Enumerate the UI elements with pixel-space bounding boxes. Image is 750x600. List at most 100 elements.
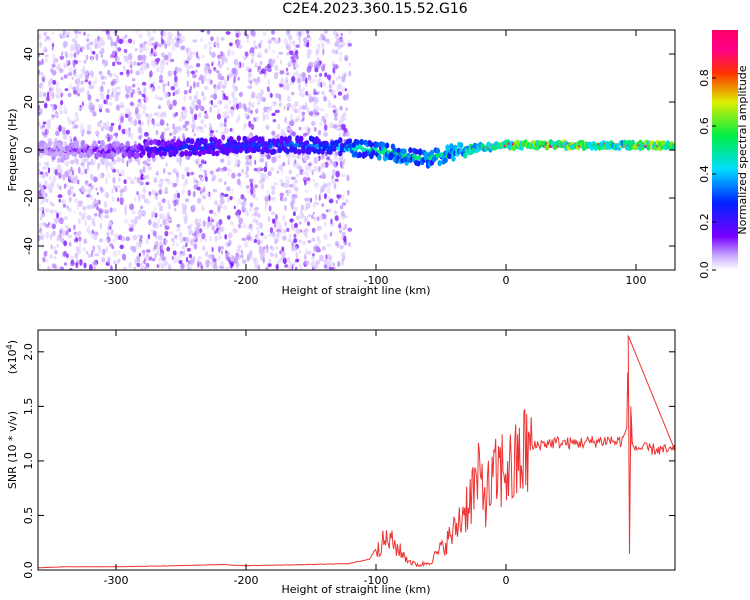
noise-speckle (222, 205, 228, 211)
noise-speckle (91, 185, 94, 189)
noise-speckle (237, 76, 240, 81)
spectrogram-y-tick-label: -20 (22, 189, 35, 207)
noise-speckle (234, 211, 239, 216)
noise-speckle (236, 178, 241, 186)
noise-speckle (198, 112, 202, 119)
noise-speckle (233, 58, 239, 66)
noise-speckle (145, 46, 149, 52)
noise-speckle (121, 157, 125, 164)
snr-x-tick-label: -300 (104, 574, 129, 587)
noise-speckle (70, 138, 73, 143)
noise-speckle (268, 233, 272, 237)
noise-speckle (211, 51, 216, 59)
ridge-point (209, 136, 214, 143)
noise-speckle (115, 187, 118, 193)
ridge-point (299, 135, 304, 142)
noise-speckle (309, 80, 314, 84)
noise-speckle (178, 232, 183, 239)
noise-speckle (185, 236, 190, 244)
noise-speckle (174, 234, 178, 239)
noise-speckle (208, 49, 212, 56)
noise-speckle (288, 261, 293, 269)
noise-speckle (344, 88, 347, 92)
noise-speckle (219, 122, 224, 128)
noise-speckle (228, 232, 233, 239)
noise-speckle (128, 157, 133, 164)
noise-speckle (194, 230, 197, 238)
noise-speckle (55, 92, 61, 99)
noise-speckle (155, 129, 159, 136)
noise-speckle (318, 121, 323, 126)
noise-speckle (323, 96, 327, 102)
noise-speckle (80, 162, 85, 166)
noise-speckle (59, 228, 63, 235)
noise-speckle (61, 173, 66, 181)
noise-speckle (254, 62, 257, 68)
noise-speckle (142, 160, 148, 165)
noise-speckle (104, 239, 109, 243)
noise-speckle (153, 112, 159, 116)
noise-speckle (316, 105, 319, 112)
noise-speckle (220, 260, 224, 268)
noise-speckle (271, 211, 276, 215)
noise-speckle (115, 104, 121, 111)
noise-speckle (50, 117, 55, 121)
noise-speckle (44, 162, 48, 166)
noise-speckle (144, 65, 148, 70)
noise-speckle (73, 180, 78, 184)
noise-speckle (105, 98, 109, 105)
noise-speckle (264, 175, 270, 179)
noise-speckle (279, 250, 282, 255)
noise-speckle (298, 105, 302, 111)
noise-speckle (214, 235, 218, 242)
noise-speckle (200, 265, 204, 270)
noise-speckle (335, 161, 339, 166)
noise-speckle (82, 65, 85, 73)
noise-speckle (57, 63, 61, 68)
noise-speckle (294, 155, 297, 161)
noise-speckle (348, 62, 352, 67)
noise-speckle (61, 232, 66, 237)
noise-speckle (247, 85, 253, 89)
noise-speckle (91, 174, 94, 181)
noise-speckle (219, 194, 224, 200)
ridge-point (78, 152, 84, 159)
noise-speckle (237, 198, 242, 205)
noise-speckle (56, 183, 60, 189)
noise-speckle (193, 81, 196, 87)
noise-speckle (254, 206, 259, 211)
noise-speckle (63, 216, 68, 221)
noise-speckle (105, 125, 110, 131)
noise-speckle (338, 222, 342, 229)
noise-speckle (221, 94, 224, 100)
noise-speckle (283, 38, 288, 45)
noise-speckle (108, 102, 113, 107)
noise-speckle (319, 72, 322, 77)
noise-speckle (205, 112, 209, 119)
noise-speckle (220, 250, 223, 255)
noise-speckle (181, 189, 186, 195)
noise-speckle (156, 57, 161, 62)
noise-speckle (166, 211, 170, 218)
spectrogram-y-tick-label: 0 (22, 147, 35, 154)
noise-speckle (158, 183, 163, 188)
noise-speckle (307, 240, 312, 244)
noise-speckle (295, 44, 301, 48)
noise-speckle (236, 248, 241, 253)
noise-speckle (49, 254, 53, 260)
noise-speckle (294, 118, 299, 123)
noise-speckle (219, 51, 224, 57)
noise-speckle (68, 196, 72, 203)
noise-speckle (213, 230, 217, 235)
noise-speckle (247, 72, 253, 79)
noise-speckle (294, 159, 297, 165)
noise-speckle (218, 246, 221, 253)
ridge-point (380, 141, 386, 148)
noise-speckle (314, 74, 318, 78)
noise-speckle (231, 49, 235, 56)
noise-speckle (206, 30, 211, 35)
noise-speckle (176, 178, 179, 185)
noise-speckle (104, 209, 109, 215)
noise-speckle (311, 214, 314, 220)
noise-speckle (196, 157, 200, 162)
